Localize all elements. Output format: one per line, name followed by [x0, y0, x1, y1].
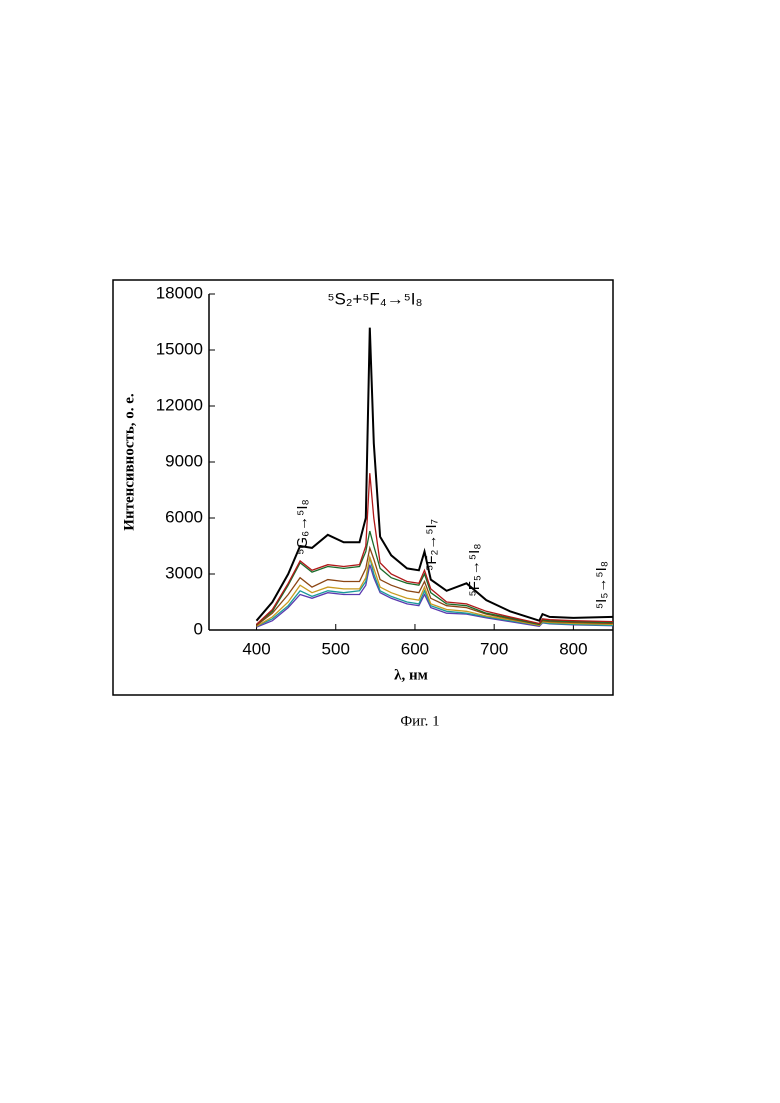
x-tick-label: 500 — [322, 639, 350, 658]
y-tick-label: 6000 — [165, 507, 203, 526]
x-tick-label: 400 — [242, 639, 270, 658]
y-tick-label: 9000 — [165, 451, 203, 470]
x-tick-label: 600 — [401, 639, 429, 658]
y-tick-label: 15000 — [156, 339, 203, 358]
series-line — [257, 328, 614, 621]
annotation: ⁵I₅→⁵I₈ — [593, 561, 610, 609]
annotation: ⁵F₂→⁵I₇ — [423, 519, 440, 571]
x-tick-label: 800 — [559, 639, 587, 658]
y-tick-label: 0 — [194, 619, 203, 638]
chart: λ, нм Интенсивность, о. е. Фиг. 1 0 3000 6… — [0, 0, 780, 1103]
y-axis-title: Интенсивность, о. е. — [121, 393, 137, 531]
y-tick-label: 3000 — [165, 563, 203, 582]
x-axis-title: λ, нм — [394, 667, 428, 683]
y-tick-label: 18000 — [156, 283, 203, 302]
page: {"chart_data": {"type": "line", "x_label… — [0, 0, 780, 1103]
y-tick-label: 12000 — [156, 395, 203, 414]
annotation: ⁵G₆→⁵I₈ — [294, 499, 311, 555]
x-tick-label: 700 — [480, 639, 508, 658]
caption: Фиг. 1 — [400, 713, 439, 729]
annotation: ⁵F₅→⁵I₈ — [466, 543, 483, 596]
annotation: ⁵S₂+⁵F₄→⁵I₈ — [327, 289, 422, 308]
